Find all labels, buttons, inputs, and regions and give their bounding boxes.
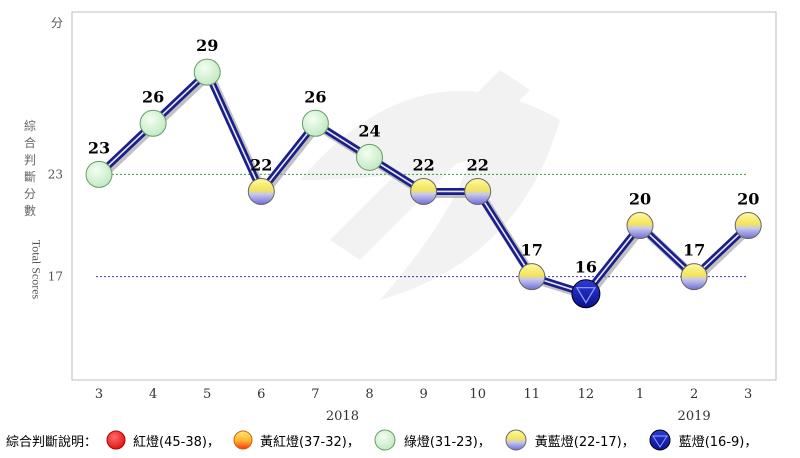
- x-tick-label: 11: [524, 387, 541, 402]
- data-point-yellow-blue: [518, 263, 546, 291]
- x-tick-label: 4: [149, 387, 157, 402]
- x-tick-label: 1: [636, 387, 644, 402]
- watermark: [300, 70, 560, 301]
- legend-label-green: 綠燈(31-23)，: [403, 434, 491, 450]
- legend-title: 綜合判斷說明：: [6, 434, 98, 450]
- data-point-yellow-blue: [247, 177, 275, 205]
- data-point-green: [356, 143, 383, 171]
- legend-item-green: 綠燈(31-23)，: [372, 429, 491, 451]
- data-label: 23: [88, 138, 110, 157]
- legend-item-yellow-red: 黃紅燈(37-32)，: [232, 429, 360, 451]
- data-point-yellow-blue: [464, 177, 492, 205]
- year-label: 2018: [326, 409, 359, 424]
- x-tick-label: 12: [578, 387, 595, 402]
- data-point-yellow-blue: [626, 212, 654, 240]
- x-tick-label: 7: [311, 387, 319, 402]
- x-tick-label: 6: [257, 387, 265, 402]
- x-tick-label: 9: [419, 387, 427, 402]
- blue-light-icon: [649, 429, 671, 451]
- data-point-green: [301, 109, 329, 137]
- y-axis-title-english: Total Scores: [29, 239, 44, 300]
- data-label: 20: [737, 190, 759, 209]
- data-label: 26: [304, 87, 326, 106]
- x-tick-label: 3: [744, 387, 752, 402]
- data-label: 17: [521, 241, 543, 260]
- data-label: 26: [142, 87, 164, 106]
- x-tick-label: 8: [365, 387, 373, 402]
- data-point-blue: [571, 279, 601, 309]
- y-tick-label-23: 23: [48, 167, 63, 181]
- data-point-green: [139, 109, 167, 137]
- data-label: 22: [467, 155, 489, 174]
- data-label: 17: [683, 241, 705, 260]
- legend-item-yellow-blue: 黃藍燈(22-17)，: [503, 429, 635, 451]
- data-label: 22: [412, 155, 434, 174]
- legend-label-yellow-blue: 黃藍燈(22-17)，: [534, 434, 635, 450]
- data-label: 16: [575, 258, 597, 277]
- year-label: 2019: [678, 409, 711, 424]
- data-point-yellow-blue: [680, 263, 708, 291]
- plot-frame: [71, 11, 777, 381]
- y-axis-title-chinese: 綜合判斷分數: [23, 119, 36, 218]
- yellow-blue-light-icon: [505, 429, 527, 451]
- legend-label-red: 紅燈(45-38)，: [133, 434, 220, 450]
- x-tick-label: 3: [95, 387, 103, 402]
- legend: 綜合判斷說明： 紅燈(45-38)， 黃紅燈(37-32)， 綠燈(31-23)…: [6, 428, 796, 452]
- legend-label-blue: 藍燈(16-9)，: [678, 434, 758, 450]
- yellow-red-light-icon: [233, 430, 253, 450]
- data-label: 29: [196, 36, 218, 55]
- data-point-blue-triangle: [575, 287, 596, 304]
- legend-item-blue: 藍燈(16-9)，: [647, 429, 758, 451]
- data-point-yellow-blue: [734, 212, 762, 240]
- data-label: 24: [358, 121, 380, 140]
- data-point-green: [193, 58, 221, 86]
- x-tick-label: 2: [690, 387, 698, 402]
- data-label: 20: [629, 190, 651, 209]
- data-label: 22: [250, 155, 272, 174]
- x-tick-label: 10: [469, 387, 486, 402]
- data-point-green: [85, 160, 113, 188]
- y-tick-label-17: 17: [48, 270, 63, 284]
- x-tick-label: 5: [203, 387, 211, 402]
- y-axis-unit: 分: [51, 16, 63, 30]
- data-point-yellow-blue: [410, 177, 438, 205]
- green-light-icon: [374, 429, 396, 451]
- legend-label-yellow-red: 黃紅燈(37-32)，: [259, 434, 360, 450]
- red-light-icon: [106, 430, 126, 450]
- legend-item-red: 紅燈(45-38)，: [105, 429, 220, 451]
